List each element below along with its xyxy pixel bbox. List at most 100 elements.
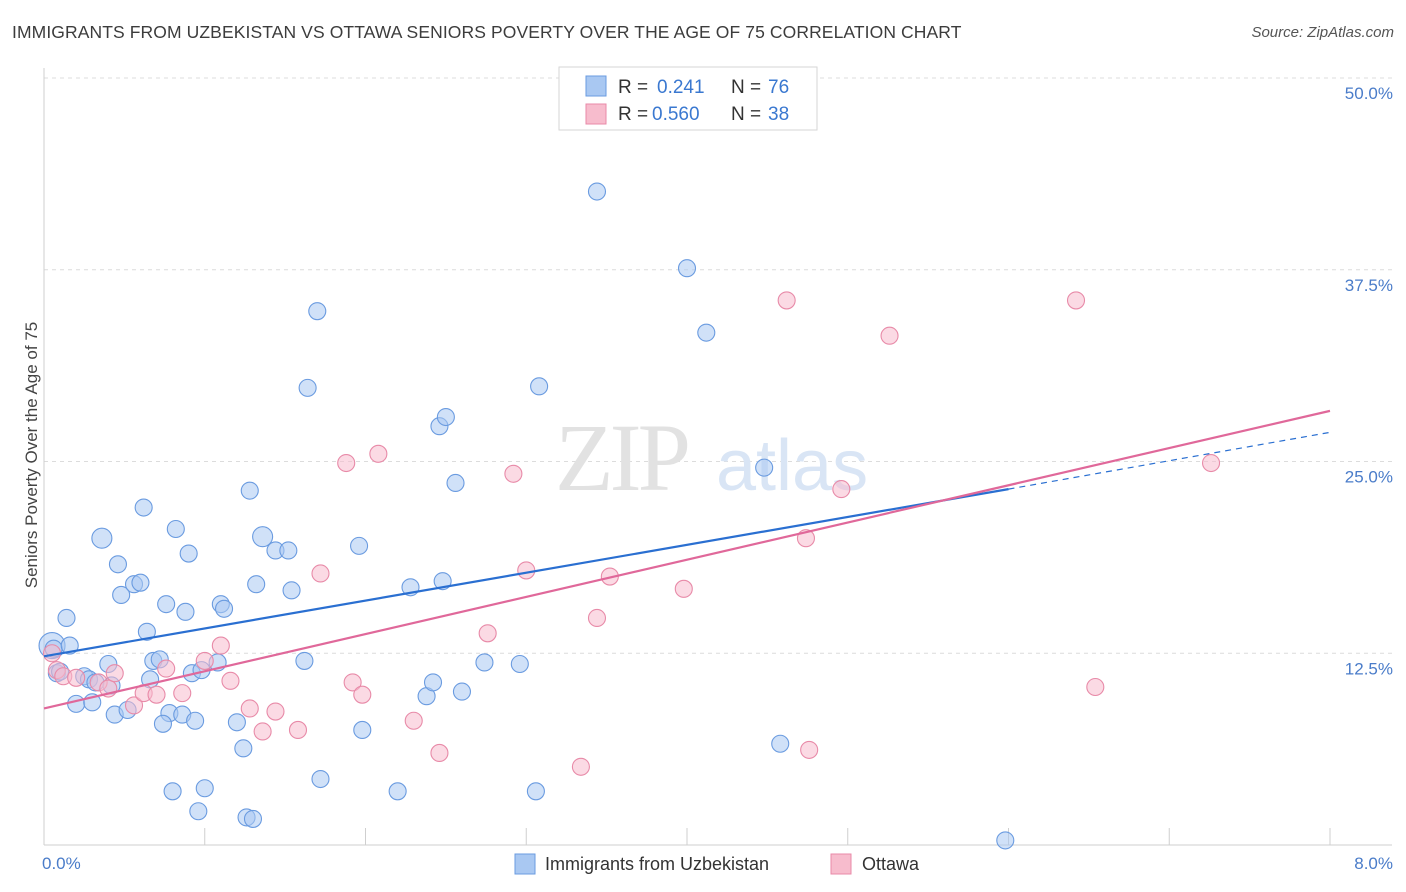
source-credit: Source: ZipAtlas.com: [1251, 24, 1394, 41]
legend-n-value-2: 38: [768, 104, 789, 125]
chart-title: IMMIGRANTS FROM UZBEKISTAN VS OTTAWA SEN…: [12, 22, 962, 42]
ottawa-point: [311, 564, 330, 583]
ottawa-point: [266, 702, 285, 721]
uzbekistan-point: [153, 714, 173, 733]
uzbekistan-point: [189, 802, 208, 821]
uzbekistan-point: [436, 407, 455, 427]
bottom-legend: Immigrants from Uzbekistan Ottawa: [514, 853, 920, 875]
ottawa-point: [1066, 291, 1086, 310]
uzbekistan-point: [163, 782, 182, 801]
ottawa-point: [343, 673, 362, 692]
uzbekistan-point: [298, 378, 317, 397]
y-tick-label: 37.5%: [1345, 276, 1393, 295]
ottawa-point: [124, 696, 144, 715]
uzbekistan-point: [112, 585, 131, 605]
uzbekistan-point: [131, 573, 150, 592]
legend-r-value-1: 0.241: [657, 77, 705, 98]
ottawa-point: [404, 711, 423, 730]
legend-swatch-pink: [585, 103, 607, 125]
x-tick-label-max: 8.0%: [1354, 854, 1393, 873]
y-tick-label: 50.0%: [1345, 84, 1393, 103]
uzbekistan-point: [587, 182, 607, 201]
ottawa-point: [1201, 453, 1221, 473]
bottom-legend-label-blue: Immigrants from Uzbekistan: [545, 854, 769, 874]
ottawa-point: [337, 453, 356, 473]
ottawa-point: [253, 722, 272, 741]
bottom-legend-swatch-pink: [830, 853, 852, 875]
ottawa-point: [195, 651, 214, 670]
y-axis-label: Seniors Poverty Over the Age of 75: [22, 322, 41, 588]
legend-r-label-2: R =: [618, 104, 648, 125]
uzbekistan-point: [57, 608, 76, 628]
ottawa-point: [587, 608, 607, 628]
legend-n-value-1: 76: [768, 77, 789, 98]
ottawa-point: [211, 636, 230, 655]
uzbekistan-point: [530, 377, 549, 396]
ottawa-point: [105, 664, 124, 683]
uzbekistan-point: [510, 654, 529, 674]
uzbekistan-point: [446, 473, 465, 493]
uzbekistan-point: [91, 527, 113, 549]
uzbekistan-point: [179, 544, 198, 563]
ottawa-point: [67, 668, 86, 687]
ottawa-point: [430, 743, 449, 763]
uzbekistan-point: [350, 536, 369, 555]
ottawa-point: [674, 579, 693, 598]
ottawa-point: [157, 659, 176, 678]
uzbekistan-point: [677, 259, 697, 278]
uzbekistan-point: [243, 809, 263, 828]
ottawa-trend-line: [43, 409, 1331, 710]
trend-lines: [43, 409, 1331, 710]
ottawa-point: [221, 671, 240, 690]
uzbekistan-point: [697, 323, 716, 342]
legend-n-label-1: N =: [731, 77, 761, 98]
ottawa-point: [504, 464, 523, 483]
uzbekistan-point: [195, 779, 214, 798]
uzbekistan-point: [227, 713, 246, 732]
uzbekistan-point: [755, 458, 774, 477]
uzbekistan-point: [67, 694, 86, 713]
ottawa-point: [517, 561, 536, 580]
bottom-legend-label-pink: Ottawa: [862, 854, 920, 874]
uzbekistan-trend-line: [43, 488, 1009, 658]
uzbekistan-point: [295, 651, 314, 670]
top-legend: R = 0.241 N = 76 R = 0.560 N = 38: [558, 66, 818, 131]
watermark-zip: ZIP: [555, 404, 688, 511]
uzbekistan-point: [771, 734, 790, 753]
ottawa-point: [1086, 677, 1105, 697]
uzbekistan-point: [252, 526, 274, 548]
uzbekistan-point: [475, 653, 494, 672]
uzbekistan-point: [240, 481, 259, 500]
ottawa-point: [800, 740, 819, 759]
legend-n-label-2: N =: [731, 104, 761, 125]
uzbekistan-point: [308, 302, 327, 321]
ottawa-point: [369, 444, 388, 463]
uzbekistan-point: [108, 555, 127, 574]
ottawa-point: [777, 291, 796, 310]
zipatlas-watermark: ZIP atlas: [555, 404, 868, 511]
uzbekistan-point: [166, 519, 185, 539]
uzbekistan-point: [214, 599, 234, 618]
uzbekistan-point: [157, 595, 176, 614]
uzbekistan-point: [60, 636, 79, 655]
ottawa-point: [173, 684, 192, 703]
uzbekistan-point: [526, 782, 545, 801]
y-tick-label: 12.5%: [1345, 659, 1393, 678]
ottawa-point: [353, 685, 372, 704]
uzbekistan-point: [311, 769, 330, 789]
uzbekistan-point: [247, 575, 266, 594]
legend-swatch-blue: [585, 75, 607, 97]
uzbekistan-point: [137, 622, 156, 641]
axes: 12.5% 25.0% 37.5% 50.0% 0.0% 8.0%: [42, 68, 1393, 873]
uzbekistan-point: [423, 673, 443, 692]
ottawa-point: [240, 699, 259, 718]
legend-r-value-2: 0.560: [652, 104, 700, 125]
ottawa-point: [478, 624, 497, 643]
uzbekistan-point: [176, 602, 195, 621]
ottawa-point: [832, 480, 851, 499]
uzbekistan-point: [279, 541, 298, 560]
uzbekistan-point: [134, 498, 153, 517]
x-tick-label-min: 0.0%: [42, 854, 81, 873]
uzbekistan-point: [186, 711, 205, 730]
